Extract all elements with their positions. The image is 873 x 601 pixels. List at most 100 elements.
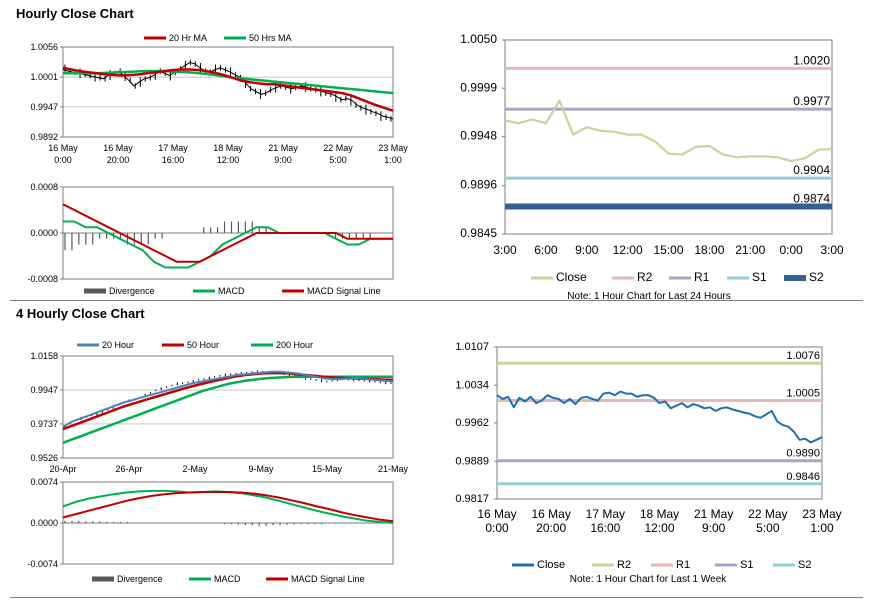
hourly-ma-20-line bbox=[62, 66, 394, 112]
four-hourly-macd-macd-legend-label: MACD bbox=[214, 574, 241, 584]
four-hourly-ma-ytick: 0.9947 bbox=[30, 385, 58, 395]
four-hourly-macd-signal-legend-label: MACD Signal Line bbox=[291, 574, 365, 584]
hourly-macd-ytick: 0.0008 bbox=[30, 182, 58, 192]
weekly-levels-ytick: 0.9962 bbox=[455, 417, 489, 429]
four-hourly-200-legend-label: 200 Hour bbox=[276, 340, 313, 350]
hourly-macd-signal-legend-label: MACD Signal Line bbox=[307, 286, 381, 296]
four-hourly-macd-ytick: 0.0000 bbox=[30, 518, 58, 528]
four-hourly-ma-xtick: 9-May bbox=[248, 464, 274, 474]
weekly-levels-xtick: 9:00 bbox=[702, 521, 726, 535]
hourly-ma-xtick: 16 May bbox=[103, 143, 133, 153]
hourly-levels-level-label: 1.0020 bbox=[793, 53, 830, 67]
hourly-levels-level-label: 0.9904 bbox=[793, 163, 830, 177]
hourly-levels-xtick: 21:00 bbox=[735, 243, 765, 257]
hourly-macd-signal-line bbox=[62, 203, 393, 263]
hourly-ma-ytick: 0.9892 bbox=[30, 132, 58, 142]
hourly-levels-xtick: 0:00 bbox=[779, 243, 803, 257]
hourly-ma-xtick: 22 May bbox=[323, 143, 353, 153]
hourly-ma-xtick: 21 May bbox=[268, 143, 298, 153]
weekly-levels-level-label: 1.0005 bbox=[786, 387, 820, 399]
weekly-levels-xtick: 0:00 bbox=[485, 521, 509, 535]
weekly-levels-xtick: 5:00 bbox=[756, 521, 780, 535]
weekly-levels-xtick: 1:00 bbox=[810, 521, 834, 535]
hourly-levels-level-label: 0.9977 bbox=[793, 94, 830, 108]
four-hourly-macd-line bbox=[62, 489, 394, 524]
weekly-levels-frame bbox=[496, 346, 823, 500]
four-hourly-ma-xtick: 2-May bbox=[182, 464, 208, 474]
four-hourly-ma-frame bbox=[62, 355, 394, 459]
hourly-levels-ytick: 0.9896 bbox=[460, 178, 497, 192]
hourly-macd-macd-legend-label: MACD bbox=[218, 286, 245, 296]
hourly-ma-xtick: 16 May bbox=[48, 143, 78, 153]
four-hourly-ma-xtick: 20-Apr bbox=[49, 464, 76, 474]
hourly-levels-close-legend-label: Close bbox=[556, 270, 587, 284]
four-hourly-macd-div-legend-label: Divergence bbox=[117, 574, 163, 584]
hourly-levels-s2-legend-label: S2 bbox=[809, 270, 824, 284]
weekly-levels-r1-legend-label: R1 bbox=[676, 559, 690, 571]
hourly-ma-ytick: 0.9947 bbox=[30, 102, 58, 112]
hourly-ma-xtick: 18 May bbox=[213, 143, 243, 153]
four-hourly-ma-xtick: 21-May bbox=[378, 464, 409, 474]
hourly-ma-xtick: 23 May bbox=[378, 143, 408, 153]
four-hourly-20-line bbox=[62, 370, 394, 428]
weekly-levels-ytick: 0.9817 bbox=[455, 493, 489, 505]
hourly-ma-ytick: 1.0056 bbox=[30, 42, 58, 52]
hourly-levels-close-line bbox=[504, 99, 833, 163]
four-hourly-macd-ytick: 0.0074 bbox=[30, 477, 58, 487]
hourly-macd-line bbox=[63, 220, 393, 269]
hourly-levels-xtick: 6:00 bbox=[534, 243, 558, 257]
four-hourly-50-legend-label: 50 Hour bbox=[187, 340, 219, 350]
weekly-levels-s2-legend-label: S2 bbox=[798, 559, 811, 571]
hourly-ma-frame bbox=[62, 46, 394, 138]
hourly-levels-r1-legend-label: R1 bbox=[694, 270, 710, 284]
weekly-levels-xtick: 23 May bbox=[802, 507, 841, 521]
hourly-macd-div-legend-label: Divergence bbox=[109, 286, 155, 296]
weekly-levels-note: Note: 1 Hour Chart for Last 1 Week bbox=[570, 574, 728, 585]
hourly-levels-xtick: 3:00 bbox=[493, 243, 517, 257]
bottom-divider bbox=[10, 597, 863, 598]
weekly-levels-xtick: 12:00 bbox=[644, 521, 674, 535]
hourly-levels-xtick: 3:00 bbox=[820, 243, 844, 257]
section-divider bbox=[10, 300, 863, 301]
hourly-ma-xtick: 12:00 bbox=[217, 155, 240, 165]
weekly-levels-xtick: 18 May bbox=[640, 507, 679, 521]
weekly-levels-level-label: 0.9890 bbox=[786, 448, 820, 460]
weekly-levels-xtick: 16 May bbox=[477, 507, 516, 521]
weekly-levels-close-line bbox=[496, 390, 823, 444]
hourly-levels-r2-legend-label: R2 bbox=[637, 270, 653, 284]
four-hourly-macd-signal-line bbox=[62, 491, 394, 523]
weekly-levels-close-legend-label: Close bbox=[537, 559, 565, 571]
hourly-ma-xtick: 5:00 bbox=[329, 155, 347, 165]
hourly-section-title: Hourly Close Chart bbox=[16, 6, 134, 21]
weekly-levels-ytick: 0.9889 bbox=[455, 455, 489, 467]
four-hourly-section-title: 4 Hourly Close Chart bbox=[16, 306, 145, 321]
hourly-levels-ytick: 0.9845 bbox=[460, 226, 497, 240]
hourly-levels-s1-legend-label: S1 bbox=[752, 270, 767, 284]
four-hourly-ma-ytick: 0.9526 bbox=[30, 453, 58, 463]
weekly-levels-xtick: 21 May bbox=[694, 507, 733, 521]
hourly-levels-xtick: 15:00 bbox=[653, 243, 683, 257]
four-hourly-50-line bbox=[62, 371, 394, 431]
four-hourly-ma-xtick: 26-Apr bbox=[115, 464, 142, 474]
weekly-levels-xtick: 16 May bbox=[531, 507, 570, 521]
four-hourly-macd-ytick: -0.0074 bbox=[27, 559, 58, 569]
four-hourly-ma-ytick: 0.9737 bbox=[30, 419, 58, 429]
hourly-levels-xtick: 12:00 bbox=[613, 243, 643, 257]
weekly-levels-xtick: 17 May bbox=[586, 507, 625, 521]
hourly-ma-20-legend-label: 20 Hr MA bbox=[169, 33, 207, 43]
hourly-ma-xtick: 0:00 bbox=[54, 155, 72, 165]
four-hourly-ma-ytick: 1.0158 bbox=[30, 351, 58, 361]
hourly-levels-level-label: 0.9874 bbox=[793, 192, 830, 206]
hourly-ma-50-legend-label: 50 Hrs MA bbox=[249, 33, 292, 43]
hourly-macd-ytick: 0.0000 bbox=[30, 228, 58, 238]
hourly-levels-note: Note: 1 Hour Chart for Last 24 Hours bbox=[567, 291, 730, 302]
weekly-levels-xtick: 20:00 bbox=[536, 521, 566, 535]
weekly-levels-level-label: 0.9846 bbox=[786, 471, 820, 483]
four-hourly-ma-xtick: 15-May bbox=[312, 464, 343, 474]
weekly-levels-ytick: 1.0034 bbox=[455, 379, 489, 391]
weekly-levels-level-label: 1.0076 bbox=[786, 350, 820, 362]
weekly-levels-r2-legend-label: R2 bbox=[617, 559, 631, 571]
hourly-levels-ytick: 0.9999 bbox=[460, 80, 497, 94]
hourly-macd-ytick: -0.0008 bbox=[27, 274, 58, 284]
